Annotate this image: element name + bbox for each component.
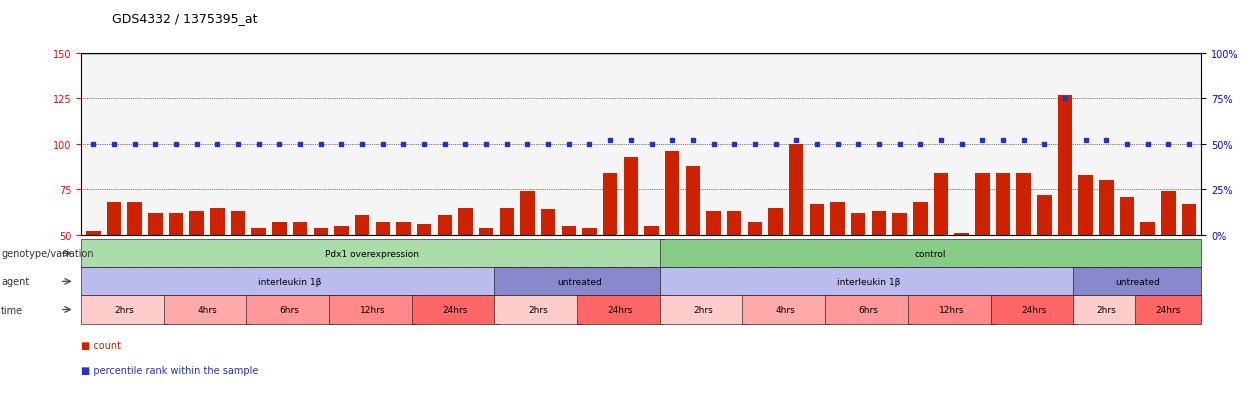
Bar	[561, 226, 576, 235]
Bar	[107, 203, 121, 235]
Bar	[893, 214, 906, 235]
Bar	[644, 226, 659, 235]
Bar	[686, 166, 700, 235]
Text: 6hrs: 6hrs	[280, 305, 300, 314]
Text: 12hrs: 12hrs	[360, 305, 385, 314]
Text: interleukin 1β: interleukin 1β	[258, 277, 321, 286]
Bar	[1140, 223, 1155, 235]
Text: genotype/variation: genotype/variation	[1, 249, 93, 259]
Bar	[86, 232, 101, 235]
Text: 4hrs: 4hrs	[197, 305, 217, 314]
Bar	[127, 203, 142, 235]
Bar	[955, 234, 969, 235]
Bar	[727, 212, 742, 235]
Text: control: control	[915, 249, 946, 258]
Bar	[251, 228, 266, 235]
Bar	[230, 212, 245, 235]
Bar	[934, 173, 949, 235]
Text: GDS4332 / 1375395_at: GDS4332 / 1375395_at	[112, 12, 258, 25]
Bar	[624, 157, 639, 235]
Text: 12hrs: 12hrs	[939, 305, 964, 314]
Text: untreated: untreated	[557, 277, 601, 286]
Text: 4hrs: 4hrs	[776, 305, 796, 314]
Text: Pdx1 overexpression: Pdx1 overexpression	[325, 249, 420, 258]
Text: 2hrs: 2hrs	[528, 305, 548, 314]
Bar	[913, 203, 928, 235]
Text: untreated: untreated	[1116, 277, 1159, 286]
Text: 24hrs: 24hrs	[608, 305, 634, 314]
Text: time: time	[1, 305, 24, 315]
Text: interleukin 1β: interleukin 1β	[837, 277, 900, 286]
Text: 24hrs: 24hrs	[1155, 305, 1182, 314]
Bar	[520, 192, 534, 235]
Bar	[376, 223, 390, 235]
Text: ■ count: ■ count	[81, 340, 121, 350]
Bar	[830, 203, 845, 235]
Bar	[169, 214, 183, 235]
Text: 24hrs: 24hrs	[1021, 305, 1047, 314]
Text: ■ percentile rank within the sample: ■ percentile rank within the sample	[81, 365, 258, 375]
Bar	[706, 212, 721, 235]
Bar	[273, 223, 286, 235]
Bar	[975, 173, 990, 235]
Bar	[852, 214, 865, 235]
Bar	[210, 208, 224, 235]
Bar	[1099, 181, 1113, 235]
Bar	[789, 145, 803, 235]
Text: 6hrs: 6hrs	[859, 305, 879, 314]
Bar	[1162, 192, 1175, 235]
Bar	[603, 173, 618, 235]
Bar	[458, 208, 473, 235]
Bar	[314, 228, 327, 235]
Bar	[396, 223, 411, 235]
Bar	[437, 216, 452, 235]
Bar	[189, 212, 204, 235]
Bar	[148, 214, 163, 235]
Bar	[768, 208, 783, 235]
Bar	[499, 208, 514, 235]
Bar	[1182, 204, 1196, 235]
Bar	[1058, 95, 1072, 235]
Bar	[293, 223, 308, 235]
Bar	[996, 173, 1010, 235]
Text: 2hrs: 2hrs	[1097, 305, 1117, 314]
Bar	[540, 210, 555, 235]
Text: agent: agent	[1, 277, 30, 287]
Bar	[872, 212, 886, 235]
Bar	[748, 223, 762, 235]
Bar	[665, 152, 680, 235]
Bar	[583, 228, 596, 235]
Bar	[479, 228, 493, 235]
Bar	[334, 226, 349, 235]
Bar	[1016, 173, 1031, 235]
Bar	[809, 204, 824, 235]
Text: 2hrs: 2hrs	[115, 305, 134, 314]
Bar	[1119, 197, 1134, 235]
Text: 2hrs: 2hrs	[693, 305, 713, 314]
Bar	[1037, 195, 1052, 235]
Bar	[1078, 176, 1093, 235]
Bar	[417, 225, 431, 235]
Bar	[355, 216, 370, 235]
Text: 24hrs: 24hrs	[442, 305, 468, 314]
